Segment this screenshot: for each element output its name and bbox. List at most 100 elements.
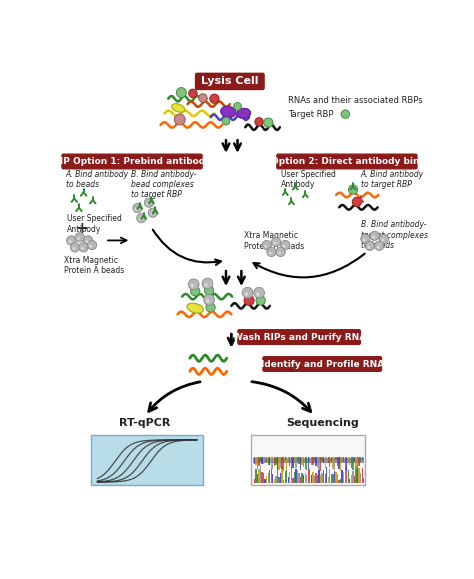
Bar [288,457,289,463]
Circle shape [86,240,88,243]
Bar [297,457,298,461]
Circle shape [83,236,93,245]
Bar [345,470,346,483]
Bar [271,457,272,469]
Bar [358,468,360,483]
Bar [325,474,326,483]
Text: B. Bind antibody-
bead complexes
to target RBP: B. Bind antibody- bead complexes to targ… [131,170,197,199]
Bar [288,477,289,483]
Bar [308,468,309,483]
Circle shape [262,240,272,250]
Circle shape [77,237,80,240]
Circle shape [245,292,248,296]
Bar [314,457,315,460]
Bar [267,472,269,483]
Circle shape [206,303,215,312]
Bar [284,471,286,483]
Bar [294,472,295,483]
Bar [315,474,317,483]
Bar [283,479,284,483]
Bar [283,457,284,471]
Bar [264,457,266,463]
Circle shape [222,117,230,125]
Text: Sequencing: Sequencing [286,417,359,427]
Circle shape [188,279,199,290]
Bar [349,479,350,483]
FancyBboxPatch shape [277,154,417,169]
Bar [277,467,278,483]
Circle shape [352,197,362,207]
Circle shape [146,203,149,205]
Bar [292,457,293,468]
Bar [298,457,300,464]
Text: RNAs and their associated RBPs: RNAs and their associated RBPs [288,96,422,105]
Circle shape [348,185,358,194]
Bar [282,467,283,483]
Bar [349,457,350,465]
Circle shape [81,247,84,250]
Text: User Specified
Antibody: User Specified Antibody [66,214,121,234]
Bar [272,474,273,483]
Text: User Specified
Antibody: User Specified Antibody [281,170,336,189]
Bar [308,457,309,469]
Bar [354,457,355,462]
Circle shape [370,231,379,240]
Bar [332,457,334,469]
Circle shape [133,203,142,212]
Bar [312,472,313,483]
Text: Xtra Magnetic
Protein A beads: Xtra Magnetic Protein A beads [244,231,304,251]
Circle shape [174,114,185,125]
Bar [266,476,267,483]
Circle shape [90,245,92,248]
Bar [260,466,261,483]
Bar [275,457,276,466]
Circle shape [242,287,253,298]
Bar [254,479,255,483]
Bar [345,457,346,470]
Bar [351,457,352,468]
Circle shape [365,241,374,251]
Bar [357,457,358,470]
Bar [272,457,273,470]
Bar [309,469,310,483]
Bar [341,470,343,483]
Circle shape [278,252,281,255]
Text: RIP Option 2: Direct antibody binding: RIP Option 2: Direct antibody binding [251,157,442,166]
Circle shape [341,110,349,118]
Bar [294,457,295,461]
Bar [292,478,293,483]
Circle shape [283,245,285,248]
Bar [282,457,283,470]
Circle shape [256,292,259,296]
Circle shape [210,94,219,104]
Bar [363,457,365,463]
Bar [254,457,255,464]
Bar [257,474,258,483]
Bar [258,470,260,483]
Bar [331,474,332,483]
Circle shape [206,299,210,303]
Circle shape [66,236,76,245]
Bar [323,457,324,463]
Bar [343,472,344,483]
Bar [321,473,323,483]
Bar [263,457,264,464]
Bar [346,457,347,471]
Circle shape [254,287,264,298]
Circle shape [276,247,285,256]
Bar [346,466,347,483]
Circle shape [264,118,273,127]
Ellipse shape [221,107,236,118]
Bar [291,467,292,483]
Bar [321,457,323,461]
Circle shape [73,247,75,250]
Bar [315,457,317,466]
Circle shape [269,252,272,255]
Bar [329,469,330,483]
Circle shape [244,295,254,306]
Bar [360,457,361,462]
Circle shape [139,218,142,221]
Bar [297,470,298,483]
Bar [295,457,297,468]
Bar [295,469,297,483]
